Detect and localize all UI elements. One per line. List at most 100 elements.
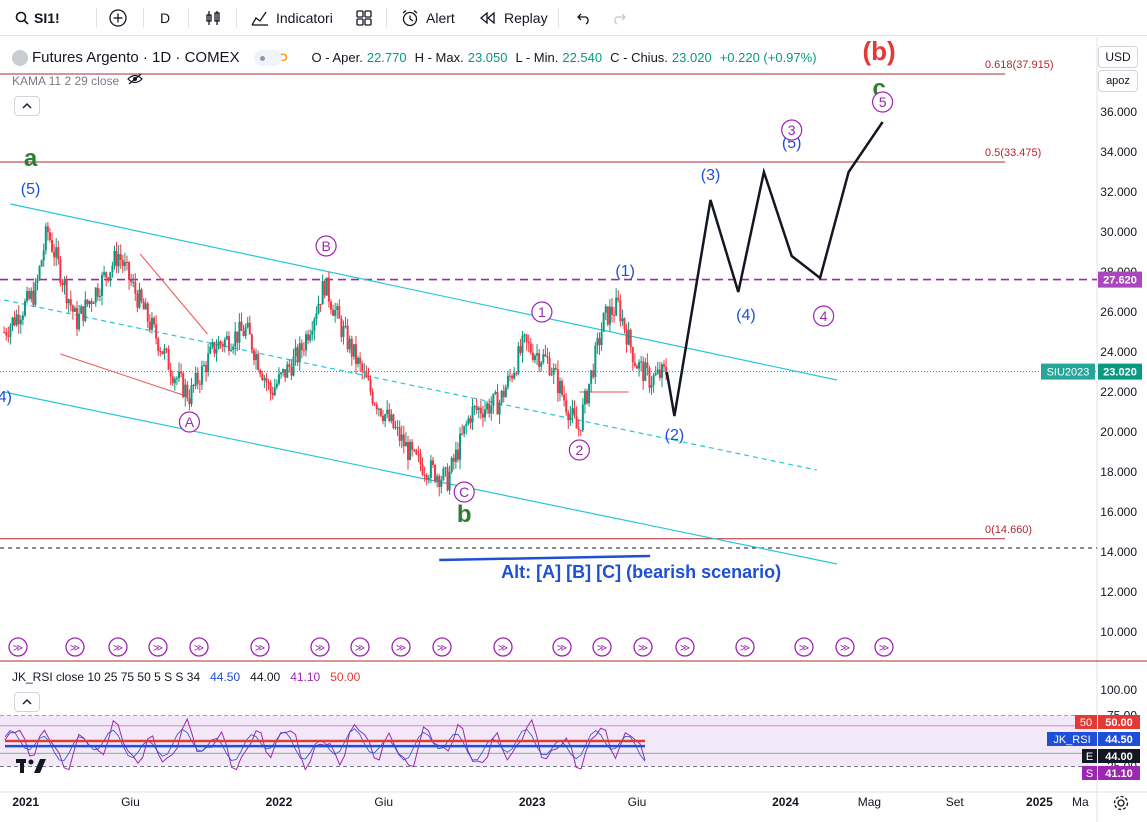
redo-button[interactable] (610, 0, 630, 36)
time-tick-label: Giu (374, 795, 393, 809)
bearish-annotation: Alt: [A] [B] [C] (bearish scenario) (501, 562, 781, 582)
candle-body (263, 378, 266, 381)
chart-type-button[interactable] (203, 0, 223, 36)
currency-select[interactable]: USD (1098, 46, 1138, 68)
candle-body (194, 372, 197, 386)
kama-legend[interactable]: KAMA 11 2 29 close (12, 73, 144, 88)
candle-body (531, 352, 534, 361)
candle-body (146, 303, 149, 322)
candle-body (113, 250, 116, 266)
indicators-icon (250, 8, 270, 28)
candle-body (26, 291, 29, 302)
candle-body (423, 474, 426, 476)
candle-body (150, 317, 153, 330)
collapse-legend-button[interactable] (14, 96, 40, 116)
layout-button[interactable] (354, 0, 374, 36)
indicators-button[interactable]: Indicatori (250, 0, 333, 36)
candle-body (400, 434, 403, 441)
circled-wave-label: B (321, 238, 330, 254)
candle-body (498, 402, 501, 415)
settings-gear-icon[interactable] (1112, 794, 1132, 814)
annotation-underline (439, 554, 651, 562)
circled-wave-marker (871, 91, 894, 113)
circled-wave-marker (531, 301, 553, 323)
symbol-search[interactable]: SI1! (12, 0, 60, 36)
last-price-tag (1098, 363, 1142, 380)
candle-body (134, 281, 137, 294)
candle-body (515, 373, 518, 375)
candle-body (619, 300, 622, 322)
high-label: H - Max. (414, 50, 464, 65)
rsi-tag-value-text: 44.50 (1105, 734, 1133, 746)
price-tick-label: 22.000 (1100, 385, 1137, 399)
candle-body (463, 425, 466, 434)
candle-body (244, 327, 247, 336)
candle-body (650, 384, 653, 388)
candle-body (442, 468, 445, 480)
compare-button[interactable] (108, 0, 128, 36)
event-marker-arrow: ≫ (557, 643, 567, 654)
rsi-tag-value (1098, 749, 1140, 763)
candle-body (292, 356, 295, 376)
dashed-level-tag (1098, 271, 1142, 288)
candle-body (652, 375, 655, 385)
candle-body (232, 346, 235, 350)
candle-body (606, 306, 609, 325)
candle-body (171, 376, 174, 384)
candle-body (596, 338, 599, 346)
candle-body (207, 353, 210, 373)
wave-label: (3) (701, 167, 721, 184)
candle-body (608, 306, 611, 325)
candle-body (656, 369, 659, 374)
candle-body (440, 479, 443, 487)
event-marker-arrow: ≫ (437, 643, 447, 654)
time-tick-label: Mag (858, 795, 881, 809)
price-tick-label: 24.000 (1100, 345, 1137, 359)
candle-body (552, 367, 555, 375)
collapse-rsi-legend-button[interactable] (14, 692, 40, 712)
candle-body (257, 354, 260, 370)
candle-body (184, 384, 187, 397)
candle-body (96, 287, 99, 297)
candle-body (334, 309, 337, 316)
candle-body (161, 351, 164, 354)
event-marker-arrow: ≫ (597, 643, 607, 654)
candle-body (76, 308, 79, 330)
last-price-label: 23.020 (1103, 367, 1137, 379)
wave-label: 4) (0, 389, 12, 406)
eye-hidden-icon[interactable] (127, 73, 144, 88)
circled-wave-marker (568, 439, 590, 461)
time-tick-label: Giu (628, 795, 647, 809)
price-chart[interactable]: 36.00034.00032.00030.00028.00026.00024.0… (0, 37, 1147, 822)
wave-label: (4) (736, 307, 756, 324)
event-marker-icon (8, 637, 28, 657)
candle-body (352, 344, 355, 357)
replay-button[interactable]: Replay (478, 0, 548, 36)
candle-body (438, 476, 441, 487)
alert-button[interactable]: Alert (400, 0, 455, 36)
undo-button[interactable] (573, 0, 593, 36)
candle-body (165, 348, 168, 350)
price-tick-label: 10.000 (1100, 625, 1137, 639)
candle-body (265, 378, 268, 383)
candle-body (186, 384, 189, 399)
interval-button[interactable]: D (160, 0, 170, 36)
price-tick-label: 18.000 (1100, 465, 1137, 479)
candle-body (665, 366, 668, 376)
candle-body (223, 339, 226, 347)
candle-body (409, 441, 412, 460)
candle-body (15, 314, 18, 326)
candle-body (36, 278, 39, 283)
scale-mode-select[interactable]: apoz (1098, 70, 1138, 92)
circled-wave-marker (781, 119, 803, 141)
candle-body (513, 373, 516, 379)
candle-body (558, 380, 561, 394)
candle-body (459, 433, 462, 460)
event-marker-arrow: ≫ (355, 643, 365, 654)
contract-tag-label: SIU2023 (1047, 367, 1090, 379)
candle-body (452, 457, 455, 462)
candle-body (142, 301, 145, 310)
dashed-level-label: 27.620 (1103, 275, 1137, 287)
rsi-label: JK_RSI close 10 25 75 50 5 S S 34 (12, 670, 201, 684)
candle-body (527, 341, 530, 344)
